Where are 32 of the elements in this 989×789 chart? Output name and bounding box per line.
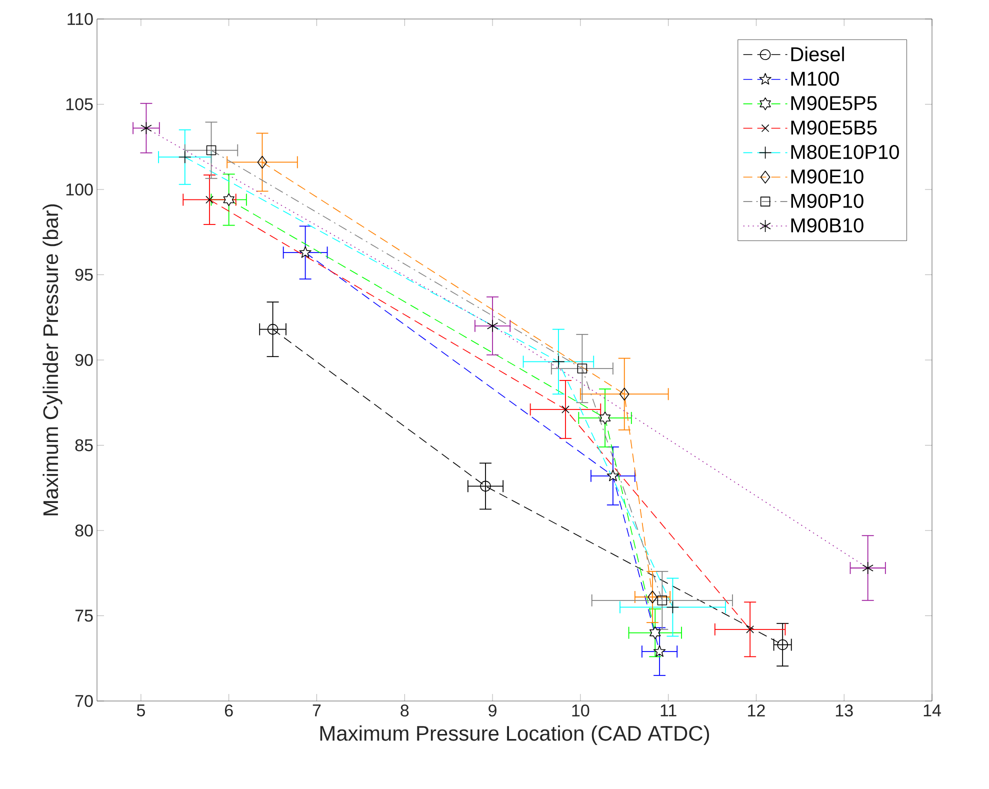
x-tick-label: 12	[748, 704, 765, 716]
y-tick-label: 75	[75, 610, 93, 622]
x-tick-label: 9	[488, 704, 496, 717]
point	[267, 324, 278, 335]
y-axis-title: Maximum Cylinder Pressure (bar)	[42, 204, 62, 516]
y-tick-label: 80	[75, 524, 93, 537]
point	[480, 480, 491, 492]
x-tick-label: 11	[660, 704, 676, 716]
y-tick-label: 90	[75, 354, 93, 366]
x-axis-title: Maximum Pressure Location (CAD ATDC)	[320, 725, 710, 745]
legend-label: M90E5B5	[791, 120, 877, 135]
x-tick-label: 7	[312, 704, 321, 716]
y-tick-label: 95	[75, 268, 93, 281]
x-tick-label: 6	[224, 704, 233, 717]
y-tick-label: 110	[68, 12, 93, 26]
legend-label: M90E10	[791, 169, 864, 184]
x-tick-label: 5	[136, 704, 145, 716]
point	[777, 639, 788, 650]
x-tick-label: 14	[924, 704, 941, 716]
y-tick-label: 70	[75, 694, 93, 708]
legend-label: Diesel	[791, 46, 844, 62]
legend-label: M80E10P10	[791, 144, 899, 160]
y-tick-label: 105	[66, 98, 93, 110]
legend-label: M90E5P5	[791, 96, 877, 110]
legend-label: M90P10	[791, 194, 864, 208]
legend-label: M90B10	[791, 218, 864, 232]
x-tick-label: 10	[572, 704, 590, 717]
y-tick-label: 85	[75, 439, 93, 452]
legend-label: M100	[791, 72, 839, 86]
x-tick-label: 13	[836, 704, 853, 717]
y-tick-label: 100	[66, 183, 93, 196]
x-tick-label: 8	[400, 704, 409, 717]
